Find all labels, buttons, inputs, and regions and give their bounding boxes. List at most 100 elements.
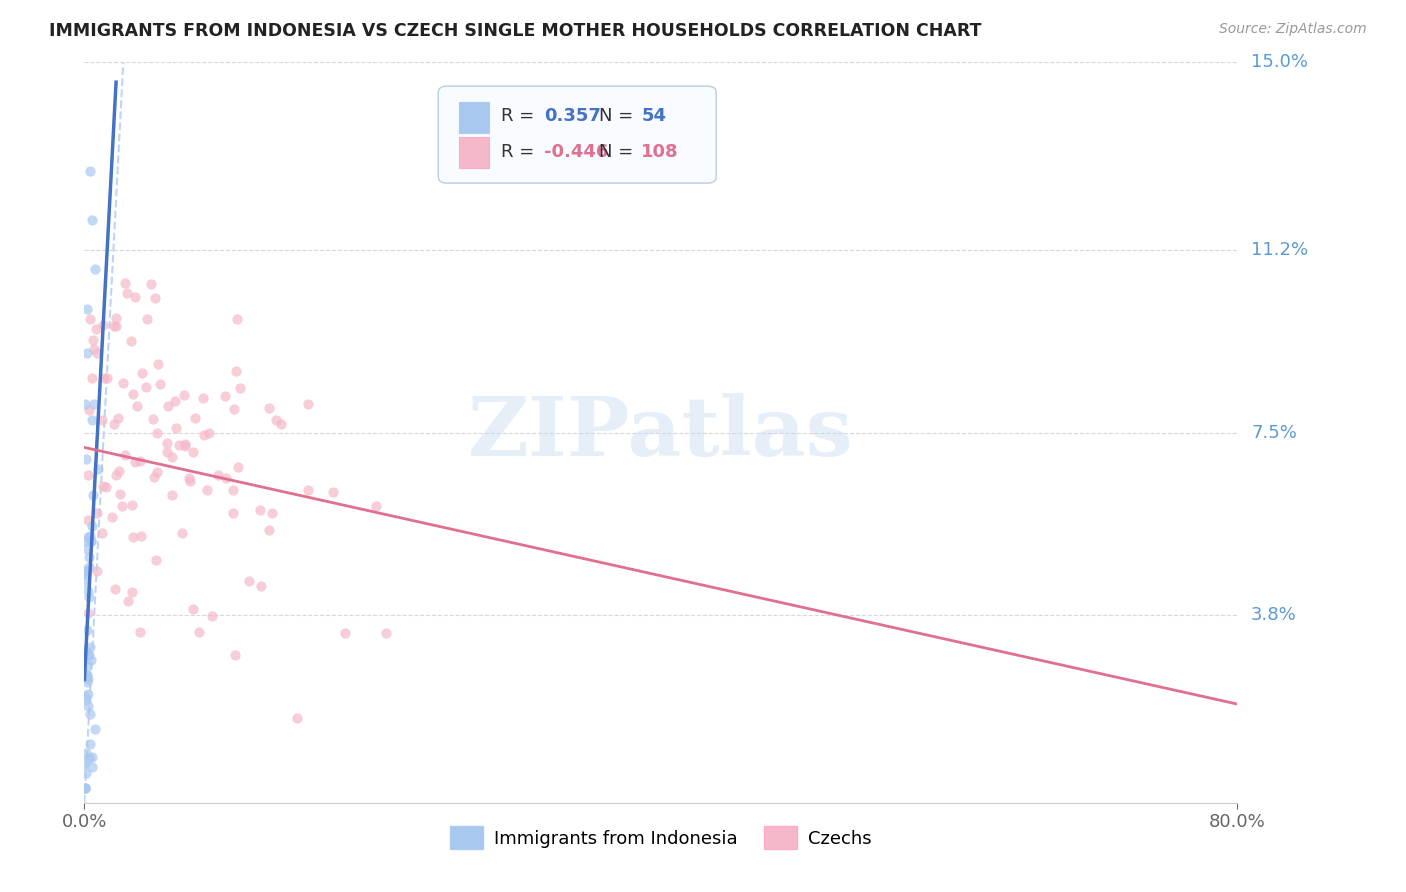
Point	[127, 400, 149, 414]
Point	[181, 445, 204, 459]
Point	[222, 506, 245, 520]
Point	[76, 623, 98, 637]
Point	[76, 541, 98, 556]
Point	[173, 388, 195, 402]
Point	[77, 560, 100, 574]
Point	[155, 436, 177, 450]
Point	[77, 648, 100, 662]
Point	[124, 290, 146, 304]
Point	[222, 483, 245, 497]
Point	[238, 574, 260, 588]
Point	[207, 468, 229, 483]
Point	[120, 334, 142, 348]
Point	[79, 528, 101, 542]
Point	[104, 319, 127, 334]
Point	[103, 417, 125, 431]
Point	[75, 780, 97, 795]
Point	[77, 530, 100, 544]
Point	[76, 668, 98, 682]
Point	[107, 411, 129, 425]
Point	[82, 487, 104, 501]
Text: N =: N =	[599, 108, 638, 126]
Point	[73, 780, 96, 795]
Point	[183, 410, 205, 425]
Text: 3.8%: 3.8%	[1251, 607, 1296, 624]
Point	[249, 503, 271, 517]
Point	[91, 479, 114, 493]
Point	[75, 534, 97, 549]
Point	[222, 402, 245, 417]
Point	[262, 506, 284, 520]
Point	[214, 389, 236, 403]
Point	[105, 467, 128, 482]
Text: R =: R =	[501, 143, 540, 161]
Point	[75, 451, 97, 466]
Point	[80, 213, 103, 227]
Point	[142, 411, 165, 425]
Point	[91, 318, 114, 333]
Point	[80, 749, 103, 764]
Point	[76, 698, 98, 713]
Point	[86, 506, 108, 520]
Point	[167, 437, 190, 451]
Point	[79, 737, 101, 751]
Legend: Immigrants from Indonesia, Czechs: Immigrants from Indonesia, Czechs	[443, 819, 879, 856]
Point	[257, 401, 280, 415]
Point	[197, 425, 219, 440]
Point	[257, 523, 280, 537]
Point	[104, 582, 127, 596]
Point	[285, 711, 308, 725]
Point	[179, 474, 201, 488]
Point	[149, 376, 172, 391]
Point	[75, 397, 97, 411]
Point	[270, 417, 292, 432]
Point	[82, 333, 104, 347]
Point	[83, 342, 105, 356]
Point	[121, 387, 143, 401]
Point	[112, 376, 135, 390]
Point	[73, 780, 96, 795]
Point	[79, 403, 101, 417]
Point	[129, 529, 152, 543]
Point	[73, 565, 96, 579]
Text: 54: 54	[641, 108, 666, 126]
Point	[77, 467, 100, 482]
Text: IMMIGRANTS FROM INDONESIA VS CZECH SINGLE MOTHER HOUSEHOLDS CORRELATION CHART: IMMIGRANTS FROM INDONESIA VS CZECH SINGL…	[49, 22, 981, 40]
Point	[80, 653, 103, 667]
Point	[75, 648, 97, 662]
Point	[80, 760, 103, 774]
Point	[165, 421, 187, 435]
Point	[129, 625, 152, 640]
Point	[191, 391, 214, 405]
Point	[366, 499, 388, 513]
Point	[179, 470, 201, 484]
Point	[75, 566, 97, 581]
Point	[155, 445, 177, 459]
Point	[124, 455, 146, 469]
Point	[80, 519, 103, 533]
Point	[93, 371, 115, 385]
Text: ZIPatlas: ZIPatlas	[468, 392, 853, 473]
Point	[297, 483, 319, 497]
Text: R =: R =	[501, 108, 540, 126]
Point	[73, 756, 96, 771]
Point	[333, 626, 356, 640]
Point	[181, 602, 204, 616]
FancyBboxPatch shape	[439, 87, 716, 183]
Point	[94, 480, 117, 494]
Point	[201, 609, 224, 624]
Point	[146, 465, 169, 479]
Point	[84, 321, 107, 335]
Point	[162, 450, 184, 465]
Point	[135, 379, 157, 393]
Point	[76, 657, 98, 672]
Text: 7.5%: 7.5%	[1251, 424, 1298, 442]
Point	[225, 312, 247, 326]
Point	[163, 394, 186, 409]
Point	[80, 371, 103, 385]
Point	[115, 285, 138, 300]
Point	[86, 346, 108, 360]
Point	[90, 526, 112, 541]
Point	[114, 276, 136, 290]
Point	[188, 624, 211, 639]
